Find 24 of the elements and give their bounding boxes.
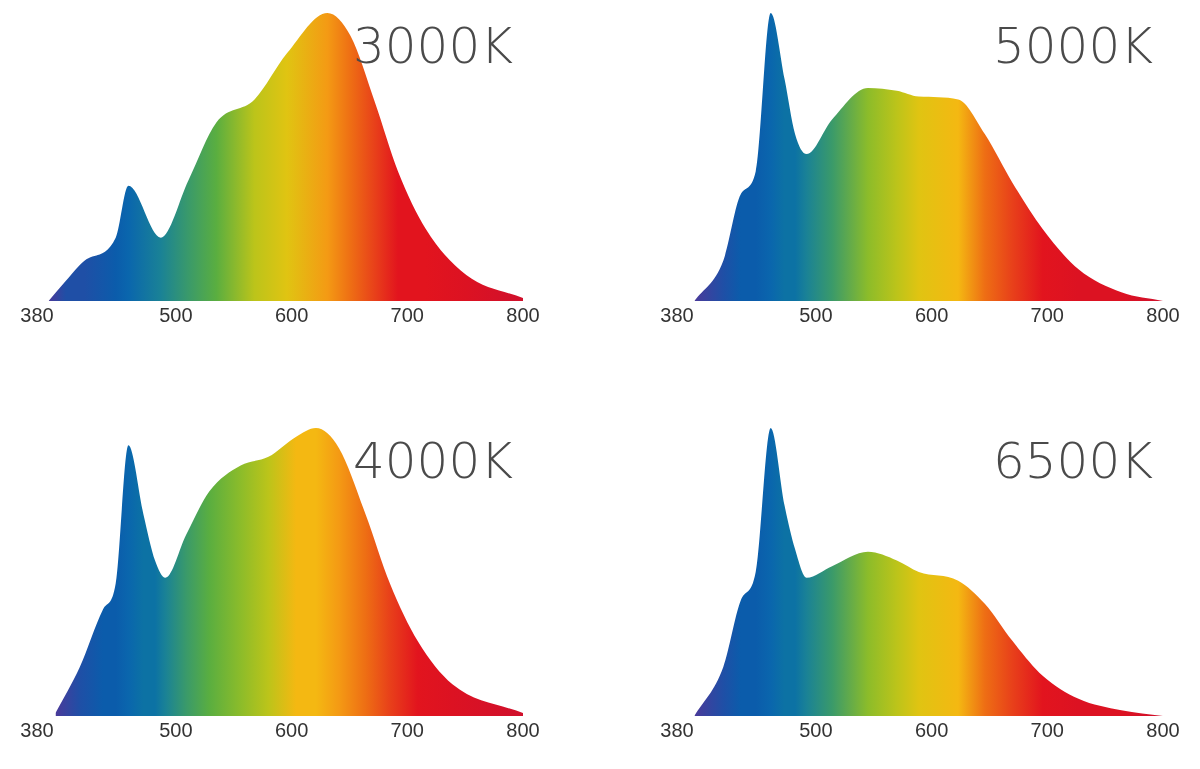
x-tick-label: 380 [20, 303, 54, 326]
chart-title: 5000K [992, 16, 1154, 75]
x-tick-label: 600 [274, 303, 309, 326]
chart-title: 3000K [352, 16, 514, 75]
x-tick-label: 500 [159, 718, 193, 741]
x-tick-label: 380 [20, 718, 54, 741]
x-tick-label: 500 [799, 303, 833, 326]
x-tick-label: 700 [1030, 718, 1064, 741]
chart-title: 6500K [992, 431, 1154, 490]
x-tick-label: 600 [914, 303, 949, 326]
x-tick-label: 500 [159, 303, 193, 326]
x-tick-label: 700 [1030, 303, 1064, 326]
x-tick-label: 380 [660, 303, 694, 326]
x-tick-label: 500 [799, 718, 833, 741]
x-tick-label: 700 [390, 303, 424, 326]
x-tick-label: 800 [1146, 303, 1180, 326]
x-tick-label: 800 [506, 718, 540, 741]
x-tick-label: 380 [660, 718, 694, 741]
chart-title: 4000K [352, 431, 514, 490]
x-tick-label: 600 [914, 718, 949, 741]
x-tick-label: 700 [390, 718, 424, 741]
x-tick-label: 800 [1146, 718, 1180, 741]
x-tick-label: 800 [506, 303, 540, 326]
x-tick-label: 600 [274, 718, 309, 741]
